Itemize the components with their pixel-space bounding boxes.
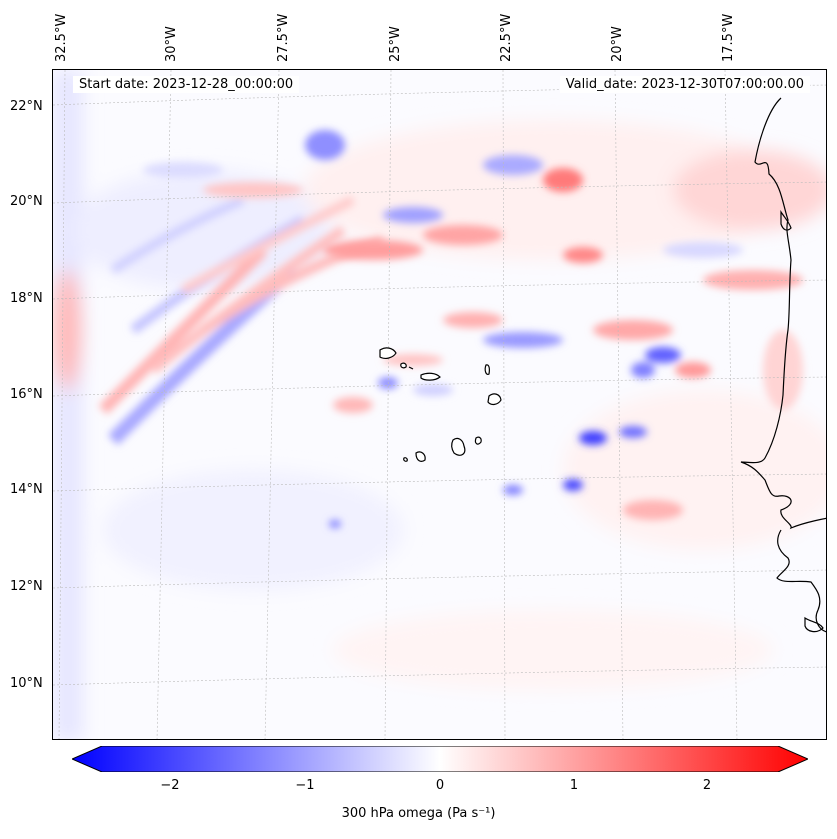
colorbar-gradient (72, 746, 808, 772)
lat-label: 12°N (10, 579, 43, 594)
gridlines (53, 70, 826, 739)
colorbar-tick: 1 (569, 778, 579, 793)
colorbar-tick: −2 (160, 778, 180, 793)
lat-label: 10°N (10, 676, 43, 691)
colorbar-tick: −1 (295, 778, 315, 793)
lon-label: 27.5°W (276, 13, 291, 62)
valid-date-label: Valid_date: 2023-12-30T07:00:00.00 (559, 76, 810, 93)
colorbar-tick: 0 (435, 778, 445, 793)
lon-label: 20°W (610, 26, 625, 62)
map-panel[interactable] (52, 69, 827, 740)
lon-label: 30°W (164, 26, 179, 62)
lon-label: 22.5°W (499, 13, 514, 62)
colorbar-tick: 2 (702, 778, 712, 793)
lat-label: 18°N (10, 291, 43, 306)
cape-verde-islands (379, 347, 502, 462)
lon-label: 25°W (388, 26, 403, 62)
lon-label: 17.5°W (721, 13, 736, 62)
colorbar-label: 300 hPa omega (Pa s⁻¹) (341, 806, 496, 821)
lat-label: 14°N (10, 482, 43, 497)
colorbar (72, 746, 808, 772)
lat-label: 16°N (10, 387, 43, 402)
lat-label: 22°N (10, 99, 43, 114)
coastline (740, 97, 826, 633)
central-patches (143, 130, 803, 528)
start-date-label: Start date: 2023-12-28_00:00:00 (73, 76, 300, 93)
lon-label: 32.5°W (54, 13, 69, 62)
omega-field-map (53, 70, 826, 739)
lat-label: 20°N (10, 194, 43, 209)
western-streaks (98, 195, 385, 445)
